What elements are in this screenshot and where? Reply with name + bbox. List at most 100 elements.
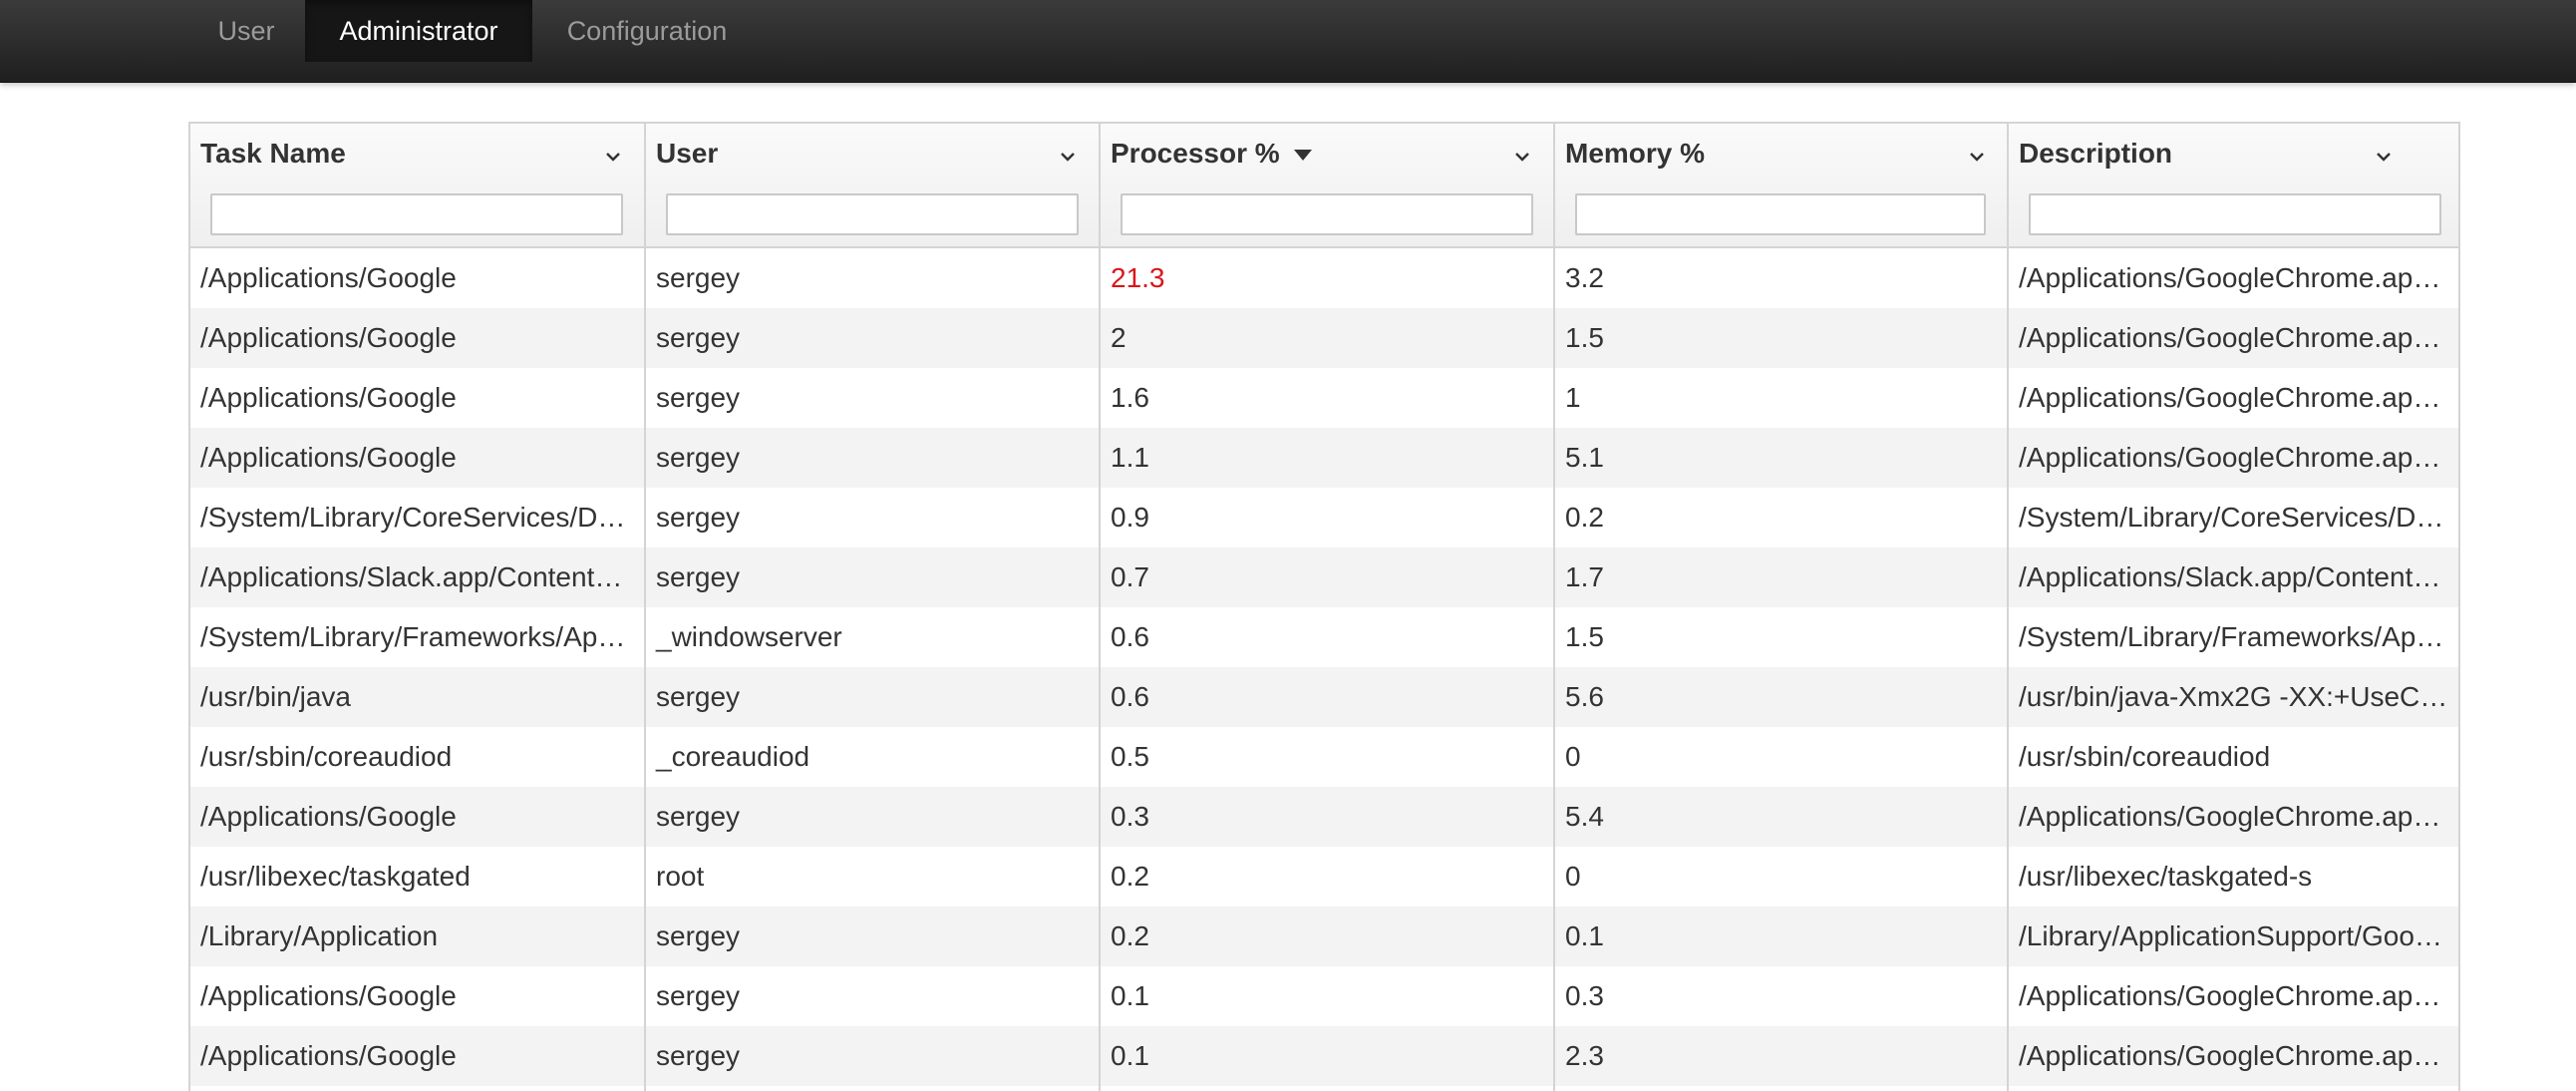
chevron-down-icon[interactable] bbox=[1511, 146, 1533, 168]
cell-memory: 1.5 bbox=[1555, 607, 2009, 667]
column-title: Description bbox=[2019, 138, 2173, 169]
column-title: Memory % bbox=[1565, 138, 1706, 169]
cell-task-name: /System/Library/CoreServices/Dock.app bbox=[190, 488, 646, 547]
cell-description: /System/Library/Frameworks/ApplicationSe… bbox=[2019, 621, 2458, 652]
cell-memory: 0.1 bbox=[1555, 907, 2009, 966]
grid-header: Task Name User Processor % Memory % Desc… bbox=[190, 124, 2458, 248]
cell-memory: 1 bbox=[1555, 368, 2009, 428]
cell-memory: 5.1 bbox=[1555, 428, 2009, 488]
cell-task-name: /Library/Application bbox=[190, 907, 646, 966]
filter-memory-input[interactable] bbox=[1575, 193, 1986, 235]
cell-user: sergey bbox=[646, 787, 1101, 847]
cell-user: sergey bbox=[646, 907, 1101, 966]
table-row[interactable]: /System/Library/Frameworks/ApplicationSe… bbox=[190, 607, 2458, 667]
cell-description: /Applications/GoogleChrome.app/Contents/… bbox=[2019, 262, 2458, 293]
cell-user: _coreaudiod bbox=[646, 727, 1101, 787]
cell-processor: 0.5 bbox=[1101, 727, 1555, 787]
cell-task-name: /usr/bin/java bbox=[190, 667, 646, 727]
table-row[interactable]: /Applications/Google sergey 2 1.5/Applicati… bbox=[190, 308, 2458, 368]
cell-processor: 0.6 bbox=[1101, 607, 1555, 667]
cell-task-name: /usr/libexec/taskgated bbox=[190, 847, 646, 907]
cell-processor: 1.1 bbox=[1101, 428, 1555, 488]
filter-processor-input[interactable] bbox=[1121, 193, 1533, 235]
cell-description: /usr/bin/java-Xmx2G -XX:+UseConcMarkSwee… bbox=[2019, 681, 2458, 712]
column-header-description[interactable]: Description bbox=[2009, 124, 2458, 246]
cell-user: sergey bbox=[646, 308, 1101, 368]
cell-description: /Library/ApplicationSupport/GoogleUpdate… bbox=[2019, 920, 2458, 951]
cell-user: sergey bbox=[646, 966, 1101, 1026]
filter-description-input[interactable] bbox=[2029, 193, 2441, 235]
column-header-task-name[interactable]: Task Name bbox=[190, 124, 646, 246]
cell-user: sergey bbox=[646, 1026, 1101, 1086]
cell-description: /Applications/Slack.app/Contents/MacOS/S… bbox=[2019, 561, 2458, 592]
cell-task-name: /Applications/Google bbox=[190, 1026, 646, 1086]
cell-processor: 0.1 bbox=[1101, 1026, 1555, 1086]
cell-task-name: /Applications/Google bbox=[190, 966, 646, 1026]
table-row[interactable]: /usr/libexec/taskgated root 0.2 0/usr/libex… bbox=[190, 847, 2458, 907]
table-row[interactable]: /Applications/Google sergey 0.1 0.3/Applica… bbox=[190, 966, 2458, 1026]
column-title: Task Name bbox=[200, 138, 346, 169]
cell-task-name: /Applications/Google bbox=[190, 248, 646, 308]
table-row[interactable]: /System/Library/CoreServices/Dock.app ser… bbox=[190, 488, 2458, 547]
cell-memory: 0 bbox=[1555, 847, 2009, 907]
cell-memory: 0.5 bbox=[1555, 1086, 2009, 1091]
cell-description: /Applications/GoogleChrome.app/Contents/… bbox=[2019, 1040, 2458, 1071]
cell-memory: 1.5 bbox=[1555, 308, 2009, 368]
table-row[interactable]: /usr/sbin/coreaudiod _coreaudiod 0.5 0/usr/… bbox=[190, 727, 2458, 787]
filter-user-input[interactable] bbox=[666, 193, 1079, 235]
column-title: Processor % bbox=[1111, 138, 1280, 169]
column-header-memory[interactable]: Memory % bbox=[1555, 124, 2009, 246]
top-navbar: User Administrator Configuration bbox=[0, 0, 2576, 83]
chevron-down-icon[interactable] bbox=[602, 146, 624, 168]
tab-administrator[interactable]: Administrator bbox=[305, 0, 532, 62]
filter-task-name-input[interactable] bbox=[210, 193, 623, 235]
cell-user: sergey bbox=[646, 248, 1101, 308]
cell-description: /System/Library/CoreServices/Dock.app/Co… bbox=[2019, 502, 2458, 533]
cell-user: sergey bbox=[646, 547, 1101, 607]
cell-user: root bbox=[646, 847, 1101, 907]
column-header-processor[interactable]: Processor % bbox=[1101, 124, 1555, 246]
cell-user: _windowserver bbox=[646, 607, 1101, 667]
table-row[interactable]: /Applications/Google sergey 1.6 1/Applicati… bbox=[190, 368, 2458, 428]
cell-task-name: /System/Library/Frameworks/ApplicationSe… bbox=[190, 607, 646, 667]
column-title: User bbox=[656, 138, 719, 169]
cell-task-name: /Applications/Google bbox=[190, 428, 646, 488]
cell-memory: 2.3 bbox=[1555, 1026, 2009, 1086]
chevron-down-icon[interactable] bbox=[2373, 146, 2395, 168]
cell-description: /Applications/GoogleChrome.app/Contents/… bbox=[2019, 322, 2458, 353]
tab-user[interactable]: User bbox=[217, 16, 275, 46]
cell-processor: 0.7 bbox=[1101, 547, 1555, 607]
cell-memory: 0.3 bbox=[1555, 966, 2009, 1026]
table-row[interactable]: /usr/bin/java sergey 0.6 5.6/usr/bin/java-X… bbox=[190, 667, 2458, 727]
cell-processor: 0.2 bbox=[1101, 907, 1555, 966]
cell-description: /Applications/GoogleChrome.app/Contents/… bbox=[2019, 801, 2458, 832]
cell-memory: 5.4 bbox=[1555, 787, 2009, 847]
table-row[interactable]: /Applications/Slack.app/Contents/MacOS/S… bbox=[190, 547, 2458, 607]
cell-task-name: /usr/sbin/coreaudiod bbox=[190, 727, 646, 787]
cell-description: /Applications/GoogleChrome.app/Contents/… bbox=[2019, 442, 2458, 473]
table-row[interactable]: /Applications/Googlesergey0.10.5/Applica… bbox=[190, 1086, 2458, 1091]
cell-user: sergey bbox=[646, 428, 1101, 488]
cell-description: /usr/libexec/taskgated-s bbox=[2019, 861, 2313, 892]
cell-description: /Applications/GoogleChrome.app/Contents/… bbox=[2009, 1086, 2458, 1091]
cell-processor: 0.3 bbox=[1101, 787, 1555, 847]
cell-processor: 21.3 bbox=[1101, 248, 1555, 308]
table-row[interactable]: /Library/Application sergey 0.2 0.1/Library… bbox=[190, 907, 2458, 966]
cell-memory: 0.2 bbox=[1555, 488, 2009, 547]
cell-processor: 1.6 bbox=[1101, 368, 1555, 428]
chevron-down-icon[interactable] bbox=[1966, 146, 1988, 168]
chevron-down-icon[interactable] bbox=[1057, 146, 1079, 168]
table-row[interactable]: /Applications/Google sergey 0.3 5.4/Applica… bbox=[190, 787, 2458, 847]
cell-memory: 1.7 bbox=[1555, 547, 2009, 607]
table-row[interactable]: /Applications/Google sergey 1.1 5.1/Applica… bbox=[190, 428, 2458, 488]
process-grid: Task Name User Processor % Memory % Desc… bbox=[188, 122, 2460, 1091]
tab-configuration[interactable]: Configuration bbox=[566, 16, 728, 46]
cell-memory: 3.2 bbox=[1555, 248, 2009, 308]
cell-processor: 0.1 bbox=[1101, 966, 1555, 1026]
table-row[interactable]: /Applications/Google sergey 0.1 2.3/Applica… bbox=[190, 1026, 2458, 1086]
column-header-user[interactable]: User bbox=[646, 124, 1101, 246]
sort-descending-icon bbox=[1293, 150, 1312, 162]
cell-description: /Applications/GoogleChrome.app/Contents/… bbox=[2019, 980, 2458, 1011]
cell-processor: 0.1 bbox=[1101, 1086, 1555, 1091]
table-row[interactable]: /Applications/Google sergey 21.3 3.2/Applic… bbox=[190, 248, 2458, 308]
